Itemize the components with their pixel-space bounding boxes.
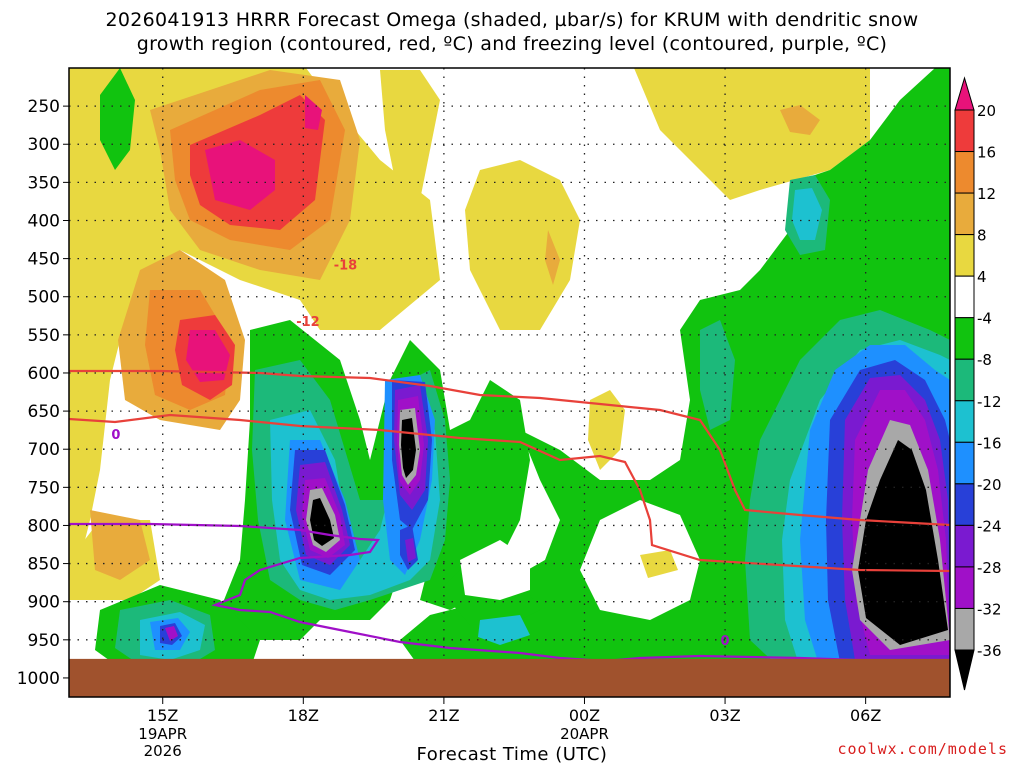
- y-tick-label: 250: [28, 97, 60, 117]
- contour-labels: -18 -12 0 0: [111, 259, 730, 649]
- y-tick-label: 600: [28, 364, 60, 384]
- y-tick-label: 850: [28, 555, 60, 575]
- colorbar-swatch: [954, 317, 975, 360]
- colorbar-swatch: [954, 400, 975, 443]
- y-tick-label: 450: [28, 250, 60, 270]
- colorbar-label: -12: [977, 393, 1002, 411]
- colorbar-label: -20: [977, 476, 1002, 494]
- colorbar-swatch: [954, 524, 975, 568]
- y-tick-label: 350: [28, 173, 60, 193]
- colorbar-label: -36: [977, 642, 1002, 660]
- y-tick-label: 700: [28, 440, 60, 460]
- colorbar-swatch: [954, 192, 975, 236]
- colorbar-label: -24: [977, 517, 1002, 535]
- colorbar-label: 16: [977, 144, 996, 162]
- x-axis-label: Forecast Time (UTC): [416, 744, 608, 765]
- colorbar-swatch: [954, 483, 975, 526]
- colorbar: 20 16 12 8 4 -4 -8 -12 -16 -20 -24 -28 -32 -36: [954, 76, 1002, 691]
- colorbar-label: 4: [977, 268, 987, 286]
- x-tick-label: 00Z: [569, 706, 600, 725]
- x-tick-label: 21Z: [428, 706, 459, 725]
- plot-frame: [68, 67, 951, 698]
- x-tick-date: 19APR: [138, 725, 187, 743]
- grid-lines: [69, 68, 950, 697]
- x-tick-date: 2026: [144, 742, 182, 760]
- colorbar-swatch: [954, 566, 975, 609]
- colorbar-bottom-arrow: [954, 649, 975, 691]
- y-tick-label: 1000: [17, 669, 60, 689]
- ground-band: [69, 658, 950, 697]
- ground-fill: [69, 658, 950, 697]
- contour-label: -18: [334, 259, 358, 274]
- colorbar-swatch: [954, 151, 975, 194]
- x-tick-date: 20APR: [560, 725, 609, 743]
- y-tick-label: 400: [28, 211, 60, 231]
- y-tick-label: 300: [28, 135, 60, 155]
- contour-label: 0: [111, 428, 120, 443]
- site-credit: coolwx.com/models: [837, 740, 1008, 758]
- y-tick-label: 750: [28, 478, 60, 498]
- contour-label: 0: [721, 634, 730, 649]
- colorbar-label: -28: [977, 559, 1002, 577]
- chart-title-line-1: 2026041913 HRRR Forecast Omega (shaded, …: [105, 9, 919, 31]
- y-tick-label: 900: [28, 593, 60, 613]
- y-tick-label: 950: [28, 631, 60, 651]
- contour-label: -12: [296, 315, 320, 330]
- colorbar-label: -32: [977, 600, 1002, 618]
- colorbar-label: 12: [977, 185, 996, 203]
- colorbar-label: -16: [977, 434, 1002, 452]
- y-axis-ticks: 250 300 350 400 450 500 550 600 650 700 750 800 850 9…: [17, 97, 69, 689]
- colorbar-swatch: [954, 607, 975, 651]
- colorbar-swatch: [954, 234, 975, 277]
- x-tick-label: 03Z: [709, 706, 740, 725]
- y-tick-label: 650: [28, 402, 60, 422]
- colorbar-swatch: [954, 441, 975, 485]
- colorbar-top-arrow: [954, 76, 975, 111]
- omega-shaded-field: [69, 68, 950, 670]
- x-tick-label: 06Z: [850, 706, 881, 725]
- colorbar-swatch: [954, 275, 975, 319]
- x-tick-label: 18Z: [288, 706, 319, 725]
- colorbar-label: -8: [977, 351, 992, 369]
- colorbar-label: 20: [977, 102, 996, 120]
- colorbar-swatch: [954, 109, 975, 153]
- colorbar-label: -4: [977, 310, 992, 328]
- colorbar-label: 8: [977, 227, 987, 245]
- y-tick-label: 550: [28, 326, 60, 346]
- y-tick-label: 800: [28, 516, 60, 536]
- chart-title-line-2: growth region (contoured, red, ºC) and f…: [136, 33, 888, 55]
- colorbar-swatch: [954, 358, 975, 402]
- x-tick-label: 15Z: [147, 706, 178, 725]
- y-tick-label: 500: [28, 288, 60, 308]
